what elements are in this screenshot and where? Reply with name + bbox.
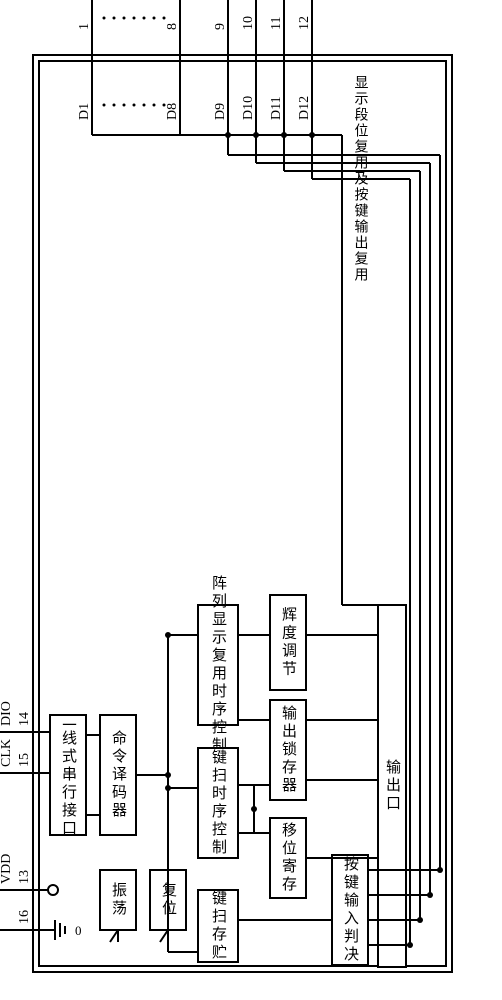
ellipsis-dot: [143, 17, 146, 20]
junction: [417, 917, 423, 923]
brightness-label: 辉度调节: [280, 607, 297, 679]
d-label-D12: D12: [297, 96, 312, 120]
junction: [165, 785, 171, 791]
junction: [165, 632, 171, 638]
d-label-D1: D1: [77, 103, 92, 120]
ellipsis-dot: [163, 104, 166, 107]
pin-num-11: 11: [269, 17, 284, 30]
matrix_timing-label: 阵列显示复用时序控制: [210, 575, 227, 755]
pin-num-16: 16: [17, 910, 32, 924]
ellipsis-dot: [113, 104, 116, 107]
d-label-D11: D11: [269, 96, 284, 120]
pin-num-10: 10: [241, 16, 256, 30]
pin-num-9: 9: [213, 23, 228, 30]
pin-label-CLK: CLK: [0, 739, 14, 767]
junction: [165, 772, 171, 778]
keyscan_timing-label: 键扫时序控制: [210, 749, 227, 857]
pin-num-8: 8: [165, 23, 180, 30]
pin-label-DIO: DIO: [0, 701, 14, 726]
ellipsis-dot: [143, 104, 146, 107]
junction: [437, 867, 443, 873]
pin-num-DIO: 14: [17, 712, 32, 726]
junction: [407, 942, 413, 948]
junction: [251, 806, 257, 812]
shift_reg-label: 移位寄存: [280, 822, 297, 894]
out_port-label: 输出口: [384, 759, 401, 813]
pin-num-CLK: 15: [17, 753, 32, 767]
ellipsis-dot: [133, 17, 136, 20]
d-label-D10: D10: [241, 96, 256, 120]
osc-label: 振荡: [110, 882, 127, 918]
pin-label-vdd: VDD: [0, 854, 14, 884]
ellipsis-dot: [103, 104, 106, 107]
junction: [427, 892, 433, 898]
ellipsis-dot: [163, 17, 166, 20]
d-label-D9: D9: [213, 103, 228, 120]
out_latch-label: 输出锁存器: [280, 705, 297, 795]
ellipsis-dot: [123, 104, 126, 107]
pin-num-13: 13: [17, 870, 32, 884]
serial_if-label: 二线式串行接口: [60, 712, 77, 838]
d-label-D8: D8: [165, 103, 180, 120]
ellipsis-dot: [113, 17, 116, 20]
ellipsis-dot: [133, 104, 136, 107]
gnd-zero: 0: [75, 923, 82, 938]
pin-num-1: 1: [77, 23, 92, 30]
pin-num-12: 12: [297, 16, 312, 30]
cmd_decoder-label: 命令译码器: [110, 729, 127, 820]
ellipsis-dot: [123, 17, 126, 20]
keyscan_store-label: 键扫存贮: [210, 890, 227, 962]
ellipsis-dot: [103, 17, 106, 20]
ellipsis-dot: [153, 104, 156, 107]
ellipsis-dot: [153, 17, 156, 20]
key_judge-label: 按键输入判决: [342, 856, 359, 964]
